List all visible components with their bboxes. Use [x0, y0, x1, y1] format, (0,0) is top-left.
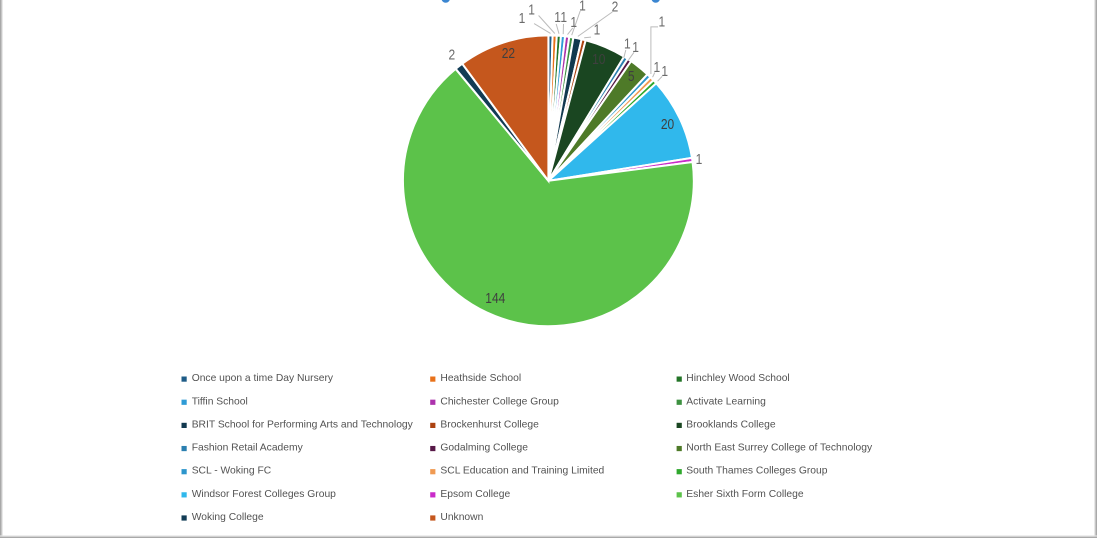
svg-text:Esher Sixth Form College: Esher Sixth Form College [686, 489, 804, 500]
svg-text:Brockenhurst College: Brockenhurst College [440, 419, 539, 430]
svg-text:Tiffin School: Tiffin School [192, 396, 248, 407]
svg-text:Chichester College Group: Chichester College Group [440, 396, 559, 407]
svg-text:1: 1 [632, 39, 639, 56]
svg-text:1: 1 [696, 151, 703, 168]
svg-text:144: 144 [485, 290, 505, 307]
svg-text:Windsor Forest Colleges Group: Windsor Forest Colleges Group [192, 489, 336, 500]
svg-text:Godalming College: Godalming College [440, 443, 528, 454]
svg-text:1: 1 [570, 14, 577, 31]
svg-text:1: 1 [519, 10, 526, 27]
svg-text:1: 1 [661, 63, 668, 80]
svg-text:1: 1 [659, 13, 666, 30]
svg-text:Epsom College: Epsom College [440, 489, 510, 500]
svg-text:South Thames Colleges Group: South Thames Colleges Group [686, 466, 827, 477]
svg-text:BRIT School for Performing Art: BRIT School for Performing Arts and Tech… [192, 419, 414, 430]
svg-text:2: 2 [448, 46, 455, 63]
svg-text:22: 22 [502, 45, 515, 62]
svg-text:SCL - Woking FC: SCL - Woking FC [192, 466, 272, 477]
svg-text:1: 1 [579, 0, 586, 14]
svg-text:1: 1 [624, 35, 631, 52]
svg-text:SCL Education and Training Lim: SCL Education and Training Limited [440, 466, 604, 477]
svg-text:1: 1 [528, 1, 535, 18]
svg-text:5: 5 [628, 68, 635, 85]
svg-text:1: 1 [554, 9, 561, 26]
svg-text:Woking College: Woking College [192, 512, 264, 523]
svg-text:1: 1 [654, 59, 661, 76]
svg-text:Heathside School: Heathside School [440, 373, 521, 384]
svg-text:Brooklands College: Brooklands College [686, 419, 776, 430]
svg-text:North East Surrey College of T: North East Surrey College of Technology [686, 443, 873, 454]
svg-text:Hinchley Wood School: Hinchley Wood School [686, 373, 789, 384]
svg-text:Unknown: Unknown [440, 512, 483, 523]
svg-text:Fashion Retail Academy: Fashion Retail Academy [192, 443, 304, 454]
svg-text:1: 1 [594, 21, 601, 38]
svg-text:1: 1 [560, 9, 567, 26]
svg-text:10: 10 [592, 51, 606, 68]
svg-text:2: 2 [612, 0, 619, 15]
svg-text:Activate Learning: Activate Learning [686, 396, 766, 407]
svg-text:20: 20 [661, 116, 675, 133]
svg-text:Once upon a time Day Nursery: Once upon a time Day Nursery [192, 373, 334, 384]
